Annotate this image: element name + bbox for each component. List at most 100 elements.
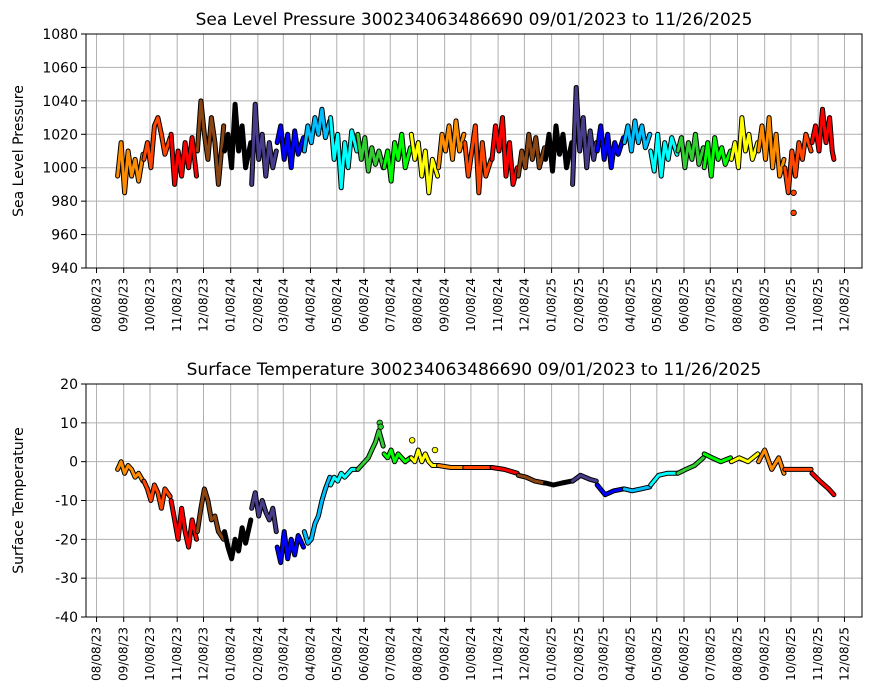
temp-series-line-15 xyxy=(516,473,547,485)
temp-xtick-label: 11/08/24 xyxy=(491,627,505,681)
slp-ytick-label: 980 xyxy=(51,194,78,210)
temp-xtick-label: 11/08/25 xyxy=(811,627,825,681)
slp-series-line-2 xyxy=(169,132,198,186)
slp-xtick-label: 09/08/24 xyxy=(438,278,452,332)
temp-ytick-label: -20 xyxy=(55,532,78,548)
temp-xtick-label: 07/08/25 xyxy=(703,627,717,681)
slp-xtick-label: 12/08/24 xyxy=(517,278,531,332)
temp-point-3 xyxy=(431,446,439,454)
temp-xtick-label: 09/08/23 xyxy=(117,627,131,681)
temp-xtick-label: 01/08/25 xyxy=(545,627,559,681)
slp-series-line-9 xyxy=(356,132,385,173)
slp-series-line-20 xyxy=(649,132,679,178)
temp-xtick-label: 05/08/25 xyxy=(650,627,664,681)
temp-series-line-11 xyxy=(409,448,440,467)
temperature-chart: -40 -30 -20 -10 0 10 20 08/08/23 09/08/23 10/08/2… xyxy=(11,360,863,681)
slp-xtick-label: 01/08/24 xyxy=(224,278,238,332)
temp-series-line-20 xyxy=(649,471,679,487)
slp-ytick-label: 960 xyxy=(51,228,78,244)
slp-xtick-label: 03/08/25 xyxy=(596,278,610,332)
temp-series-line-8 xyxy=(329,467,359,487)
temp-xtick-label: 12/08/23 xyxy=(196,627,210,681)
temp-series-line-18 xyxy=(595,483,625,497)
temp-series-line-9 xyxy=(356,429,385,471)
slp-xtick-label: 06/08/24 xyxy=(357,278,371,332)
temp-ytick-label: 0 xyxy=(69,455,78,471)
temp-series-line-12 xyxy=(437,464,466,469)
slp-xtick-label: 05/08/24 xyxy=(330,278,344,332)
slp-series-line-26 xyxy=(810,107,836,161)
temp-xtick-label: 06/08/25 xyxy=(677,627,691,681)
slp-series-line-19 xyxy=(622,119,652,153)
temp-series-line-26 xyxy=(810,471,836,497)
temp-series-line-3 xyxy=(195,487,226,541)
temp-series-line-24 xyxy=(757,448,786,475)
slp-xtick-label: 07/08/25 xyxy=(703,278,717,332)
slp-series-line-1 xyxy=(142,116,172,170)
slp-series-line-3 xyxy=(195,99,226,186)
slp-xtick-label: 05/08/25 xyxy=(650,278,664,332)
slp-series-line-10 xyxy=(382,132,412,183)
temp-series-line-6 xyxy=(275,530,305,565)
slp-ytick-label: 1000 xyxy=(42,161,78,177)
temp-ytick-label: 10 xyxy=(60,416,78,432)
slp-series-line-15 xyxy=(516,132,547,178)
temp-series-line-10 xyxy=(382,448,412,464)
slp-xtick-label: 11/08/24 xyxy=(491,278,505,332)
slp-series-line-17 xyxy=(571,86,598,186)
slp-series-line-24 xyxy=(757,116,786,178)
temp-series-line-5 xyxy=(250,491,278,534)
slp-series-line-0 xyxy=(116,141,145,195)
slp-series-line-6 xyxy=(275,124,305,170)
slp-series-line-12 xyxy=(437,119,466,170)
slp-xtick-label: 11/08/25 xyxy=(811,278,825,332)
slp-ytick-label: 1060 xyxy=(42,60,78,76)
slp-series-line-5 xyxy=(250,102,278,186)
temp-series-line-17 xyxy=(571,473,598,483)
slp-ytick-label: 1020 xyxy=(42,127,78,143)
slp-series-line-14 xyxy=(490,116,519,186)
temp-xtick-label: 08/08/24 xyxy=(410,627,424,681)
slp-series-line-18 xyxy=(595,124,625,170)
temp-xtick-label: 04/08/24 xyxy=(303,627,317,681)
temp-ytick-label: -10 xyxy=(55,494,78,510)
slp-series-line-13 xyxy=(463,124,493,195)
temp-xtick-label: 01/08/24 xyxy=(224,627,238,681)
temp-xtick-label: 08/08/23 xyxy=(90,627,104,681)
slp-plot-frame xyxy=(85,33,863,269)
temp-series-line-2 xyxy=(169,499,198,549)
slp-ytick-label: 940 xyxy=(51,261,78,277)
slp-series-line-4 xyxy=(223,102,253,170)
temp-plot-frame xyxy=(85,383,863,618)
temp-chart-title: Surface Temperature 300234063486690 09/0… xyxy=(187,360,762,380)
slp-xtick-label: 12/08/23 xyxy=(196,278,210,332)
temp-xtick-label: 09/08/24 xyxy=(438,627,452,681)
temp-point-1 xyxy=(377,423,384,430)
temp-series-line-1 xyxy=(142,479,172,510)
temp-series-line-22 xyxy=(702,452,732,464)
slp-xtick-label: 06/08/25 xyxy=(677,278,691,332)
slp-series-line-23 xyxy=(729,116,760,170)
slp-xtick-label: 08/08/25 xyxy=(730,278,744,332)
temp-ytick-label: -40 xyxy=(55,610,78,626)
slp-xtick-label: 08/08/23 xyxy=(90,278,104,332)
slp-xtick-label: 10/08/25 xyxy=(784,278,798,332)
temp-xtick-label: 12/08/24 xyxy=(517,627,531,681)
slp-series-line-11 xyxy=(409,132,440,195)
slp-xtick-label: 04/08/25 xyxy=(624,278,638,332)
temp-xtick-label: 05/08/24 xyxy=(330,627,344,681)
temp-series-line-4 xyxy=(223,518,253,561)
temp-xtick-label: 09/08/25 xyxy=(758,627,772,681)
slp-ytick-label: 1040 xyxy=(42,94,78,110)
slp-xtick-label: 09/08/25 xyxy=(758,278,772,332)
temp-xtick-label: 11/08/23 xyxy=(170,627,184,681)
temp-xtick-label: 06/08/24 xyxy=(357,627,371,681)
temp-series-line-16 xyxy=(544,479,574,487)
temp-xtick-label: 10/08/25 xyxy=(784,627,798,681)
temp-series-line-23 xyxy=(729,452,760,464)
temp-xtick-label: 04/08/25 xyxy=(624,627,638,681)
slp-xtick-label: 10/08/24 xyxy=(464,278,478,332)
slp-xtick-label: 03/08/24 xyxy=(276,278,290,332)
slp-xtick-label: 09/08/23 xyxy=(117,278,131,332)
